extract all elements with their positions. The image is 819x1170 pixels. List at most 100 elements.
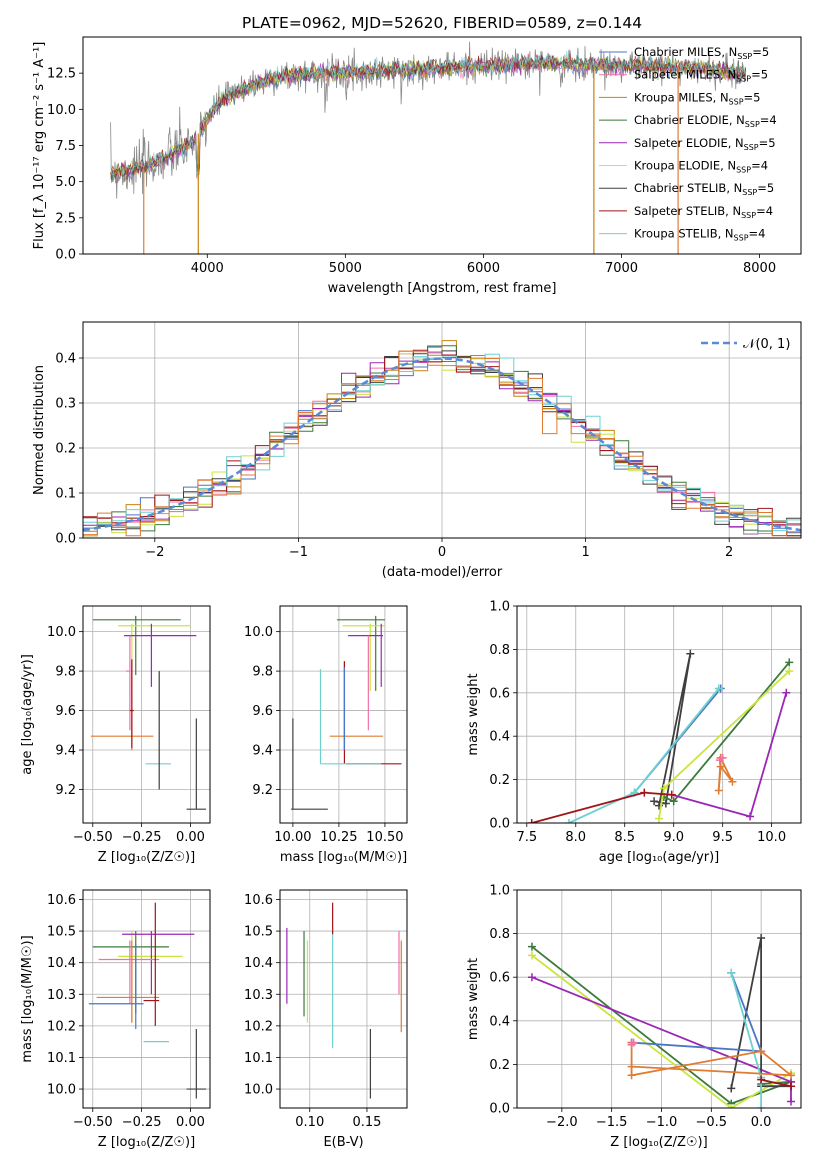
x-tick-label: −1.5 <box>596 1115 628 1130</box>
x-tick-label: −0.25 <box>122 1115 162 1130</box>
plot-area-weight_vs_Z <box>527 933 796 1108</box>
weight-point-marker <box>627 1062 636 1071</box>
y-tick-label: 9.8 <box>252 665 273 680</box>
legend-subscript: SSP <box>744 143 759 152</box>
x-axis-label: Z [log₁₀(Z/Z☉)] <box>98 1135 195 1150</box>
grid-mass_vs_Z <box>83 890 210 1108</box>
x-tick-label: 8.5 <box>614 830 635 845</box>
weight-series-line <box>568 687 720 823</box>
legend-suffix: =5 <box>744 90 761 104</box>
legend-suffix: =4 <box>749 227 766 241</box>
y-axis-label: mass [log₁₀(M/M☉)] <box>20 935 35 1062</box>
axes-frame <box>82 321 802 539</box>
legend-suffix: =4 <box>751 159 768 173</box>
x-tick-label: 8.0 <box>565 830 586 845</box>
weight-point-marker <box>727 968 736 977</box>
x-tick-label: −0.25 <box>122 830 162 845</box>
y-tick-label: 10.5 <box>244 925 273 940</box>
legend-suffix: =5 <box>759 136 776 150</box>
gaussian-curve <box>83 357 801 532</box>
y-tick-label: 0.0 <box>489 1102 510 1117</box>
weight-point-marker <box>627 1040 636 1049</box>
weight-series-line <box>653 653 692 806</box>
legend-suffix: =5 <box>752 45 769 59</box>
weight-point-marker <box>686 649 695 658</box>
y-tick-label: 0.4 <box>55 352 76 367</box>
weight-point-marker <box>757 933 766 942</box>
weight-series-line <box>760 1078 792 1088</box>
y-tick-label: 0.3 <box>55 397 76 412</box>
x-tick-label: 9.5 <box>712 830 733 845</box>
weight-point-marker <box>727 1084 736 1093</box>
legend-suffix: =4 <box>756 204 773 218</box>
legend-subscript: SSP <box>729 97 744 106</box>
weight-point-marker <box>757 1075 766 1084</box>
x-tick-label: 5000 <box>329 261 362 276</box>
observed-spectrum <box>110 41 747 199</box>
weight-point-marker <box>746 812 755 821</box>
y-tick-label: 12.5 <box>47 67 76 82</box>
y-tick-label: 10.4 <box>47 956 76 971</box>
x-tick-label: 10.50 <box>366 830 403 845</box>
legend-name: Chabrier ELODIE, N <box>634 113 745 127</box>
y-tick-label: 2.5 <box>55 211 76 226</box>
weight-point-marker <box>669 797 678 806</box>
legend-subscript: SSP <box>737 52 752 61</box>
plot-area-age_vs_mass <box>291 615 402 810</box>
legend-subscript: SSP <box>736 166 751 175</box>
weight-point-marker <box>787 1071 796 1080</box>
weight-point-marker <box>527 951 536 960</box>
y-tick-label: 0.8 <box>489 643 510 658</box>
panel-mass_vs_Z: −0.50 −0.25 0.00 10.0 10.1 10.2 10.3 10.4 10.5 10… <box>20 889 211 1150</box>
legend-label: Salpeter STELIB, NSSP=4 <box>634 204 773 220</box>
x-tick-label: −2 <box>145 545 164 560</box>
y-tick-label: 1.0 <box>489 884 510 899</box>
legend-subscript: SSP <box>734 234 749 243</box>
y-tick-label: 1.0 <box>489 600 510 615</box>
y-axis-label: mass weight <box>466 673 481 755</box>
weight-point-marker <box>650 797 659 806</box>
axes-frame <box>82 889 211 1109</box>
legend-subscript: SSP <box>745 120 760 129</box>
x-tick-label: −0.50 <box>73 1115 113 1130</box>
y-tick-label: 0.2 <box>489 1058 510 1073</box>
y-axis-label: age [log₁₀(age/yr)] <box>20 654 35 775</box>
y-tick-label: 10.1 <box>244 1051 273 1066</box>
x-axis-label: wavelength [Angstrom, rest frame] <box>328 281 557 296</box>
legend-label: Kroupa ELODIE, NSSP=4 <box>634 159 768 175</box>
panel-age_vs_mass: 10.00 10.25 10.50 9.2 9.4 9.6 9.8 10.0 mass [log… <box>244 605 408 865</box>
x-axis-label: age [log₁₀(age/yr)] <box>599 850 720 865</box>
x-tick-label: 10.0 <box>757 830 786 845</box>
y-tick-label: 9.2 <box>252 783 273 798</box>
panel-residuals: −2 −1 0 1 2 0.0 0.1 0.2 0.3 0.4 (data-model)/error… <box>32 321 802 580</box>
x-tick-label: −1 <box>289 545 308 560</box>
x-tick-label: 0 <box>438 545 446 560</box>
y-tick-label: 9.6 <box>55 704 76 719</box>
x-axis-label: mass [log₁₀(M/M☉)] <box>280 850 407 865</box>
x-tick-label: 10.00 <box>274 830 311 845</box>
legend-name: Salpeter STELIB, N <box>634 204 741 218</box>
legend-label: Chabrier ELODIE, NSSP=4 <box>634 113 777 129</box>
y-tick-label: 10.0 <box>47 103 76 118</box>
weight-point-marker <box>655 814 663 823</box>
x-axis-label: E(B-V) <box>323 1135 363 1150</box>
y-tick-label: 7.5 <box>55 139 76 154</box>
weight-point-marker <box>659 784 668 793</box>
legend-label: Chabrier STELIB, NSSP=5 <box>634 181 774 197</box>
y-tick-label: 9.8 <box>55 665 76 680</box>
plot-area-mass_vs_Z <box>88 902 207 1099</box>
x-tick-label: 0.0 <box>751 1115 772 1130</box>
legend-name: Salpeter MILES, N <box>634 68 736 82</box>
y-tick-label: 0.6 <box>489 686 510 701</box>
y-axis-label: Flux [f_λ 10⁻¹⁷ erg cm⁻² s⁻¹ A⁻¹] <box>32 42 47 250</box>
x-axis-label: Z [log₁₀(Z/Z☉)] <box>98 850 195 865</box>
y-tick-label: 0.0 <box>489 817 510 832</box>
y-tick-label: 0.4 <box>489 730 510 745</box>
x-tick-label: 0.00 <box>176 1115 205 1130</box>
plot-area-age_vs_Z <box>90 615 207 810</box>
y-tick-label: 10.6 <box>47 893 76 908</box>
weight-point-marker <box>527 942 536 951</box>
x-tick-label: −0.5 <box>696 1115 728 1130</box>
weight-point-marker <box>718 753 727 762</box>
